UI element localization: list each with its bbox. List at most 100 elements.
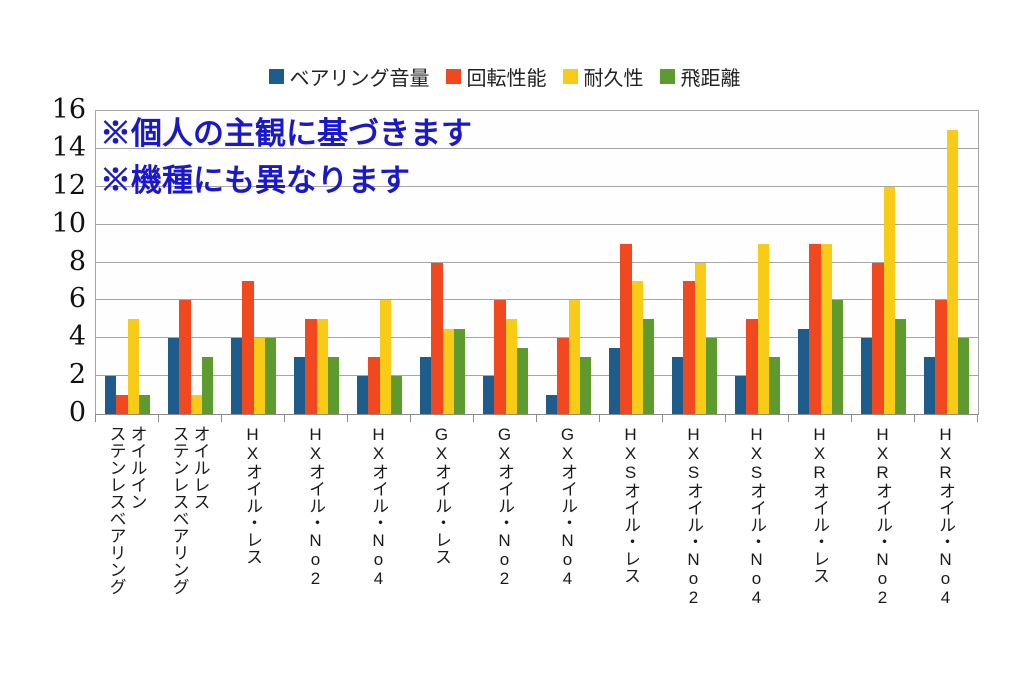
x-axis-tick xyxy=(95,414,96,422)
bar xyxy=(861,338,873,414)
bar xyxy=(820,243,832,414)
bar xyxy=(705,338,717,414)
bar xyxy=(735,376,747,414)
y-axis-tick-label: 6 xyxy=(68,283,86,315)
x-axis-tick xyxy=(725,414,726,422)
plot-area xyxy=(95,110,979,415)
bar-group xyxy=(663,111,726,414)
x-axis-category-label: オイルイン ステンレスベアリング xyxy=(106,425,147,595)
x-axis-category-label: HXオイル・No4 xyxy=(369,425,388,588)
x-axis-category-label: HXSオイル・No4 xyxy=(747,425,766,607)
bar xyxy=(442,328,454,414)
x-axis-tick xyxy=(158,414,159,422)
bar xyxy=(294,357,306,414)
bar xyxy=(631,281,643,414)
bar xyxy=(168,338,180,414)
bar xyxy=(683,281,695,414)
bar xyxy=(957,338,969,414)
annotation: ※個人の主観に基づきます ※機種にも異なります xyxy=(100,110,472,204)
legend-item: ベアリング音量 xyxy=(268,62,430,91)
x-axis-category-label: オイルレス ステンレスベアリング xyxy=(169,425,210,595)
y-axis-tick-label: 8 xyxy=(68,245,86,277)
bar xyxy=(357,376,369,414)
bar xyxy=(179,300,191,414)
y-axis-tick-label: 4 xyxy=(68,321,86,353)
bar-group xyxy=(96,111,159,414)
bar-group xyxy=(348,111,411,414)
x-axis-category-label: HXオイル・No2 xyxy=(306,425,325,588)
x-axis-category-label: HXSオイル・レス xyxy=(621,425,640,584)
bar xyxy=(557,338,569,414)
bar xyxy=(305,319,317,414)
bar-groups xyxy=(96,111,978,414)
y-axis-tick-label: 12 xyxy=(51,169,86,201)
bar xyxy=(231,338,243,414)
legend-label: 回転性能 xyxy=(466,65,547,90)
x-axis-category-label: HXRオイル・No4 xyxy=(936,425,955,607)
y-axis-tick-label: 10 xyxy=(51,207,86,239)
legend-swatch-icon xyxy=(445,68,461,84)
x-axis-category-label: GXオイル・No4 xyxy=(558,425,577,588)
y-axis-tick-label: 0 xyxy=(68,397,86,428)
x-axis-tick xyxy=(536,414,537,422)
gridline xyxy=(96,337,978,339)
bar xyxy=(316,319,328,414)
x-axis-tick xyxy=(977,414,978,422)
bar-group xyxy=(726,111,789,414)
x-axis-category-label: HXSオイル・No2 xyxy=(684,425,703,607)
x-axis-category-label: HXオイル・レス xyxy=(243,425,262,565)
gridline xyxy=(96,299,978,301)
bar xyxy=(105,376,117,414)
legend-swatch-icon xyxy=(659,68,675,84)
bar xyxy=(516,347,528,414)
annotation-line-1: ※個人の主観に基づきます xyxy=(100,116,472,151)
legend-swatch-icon xyxy=(562,68,578,84)
x-axis-category-label: GXオイル・レス xyxy=(432,425,451,565)
bar-group xyxy=(537,111,600,414)
bar xyxy=(642,319,654,414)
gridline xyxy=(96,223,978,225)
y-axis-tick-label: 2 xyxy=(68,359,86,391)
x-axis-tick xyxy=(221,414,222,422)
bar xyxy=(368,357,380,414)
bar xyxy=(116,395,128,414)
bar xyxy=(831,300,843,414)
bar xyxy=(505,319,517,414)
x-axis-tick xyxy=(473,414,474,422)
bar xyxy=(620,243,632,414)
legend-swatch-icon xyxy=(268,68,284,84)
bar xyxy=(935,300,947,414)
x-axis-tick xyxy=(284,414,285,422)
bar xyxy=(494,300,506,414)
bar-group xyxy=(789,111,852,414)
bar xyxy=(264,338,276,414)
bar-group xyxy=(411,111,474,414)
bar xyxy=(390,376,402,414)
x-axis-category-label: HXRオイル・No2 xyxy=(873,425,892,607)
bar xyxy=(201,357,213,414)
x-axis-tick xyxy=(851,414,852,422)
bar xyxy=(483,376,495,414)
bar xyxy=(946,129,958,414)
legend-item: 耐久性 xyxy=(562,62,644,91)
bar xyxy=(242,281,254,414)
gridline xyxy=(96,261,978,263)
legend-item: 飛距離 xyxy=(659,62,741,91)
bar-group xyxy=(285,111,348,414)
bar xyxy=(694,262,706,414)
x-axis-tick xyxy=(914,414,915,422)
legend-label: ベアリング音量 xyxy=(289,65,430,90)
bar xyxy=(253,338,265,414)
legend-label: 飛距離 xyxy=(680,65,741,90)
bar-group xyxy=(852,111,915,414)
bar xyxy=(924,357,936,414)
bar xyxy=(568,300,580,414)
x-axis-tick xyxy=(410,414,411,422)
annotation-line-2: ※機種にも異なります xyxy=(100,163,410,198)
bar xyxy=(746,319,758,414)
y-axis-tick-label: 14 xyxy=(51,131,86,163)
bar-group xyxy=(600,111,663,414)
bar xyxy=(883,186,895,414)
bar xyxy=(546,395,558,414)
